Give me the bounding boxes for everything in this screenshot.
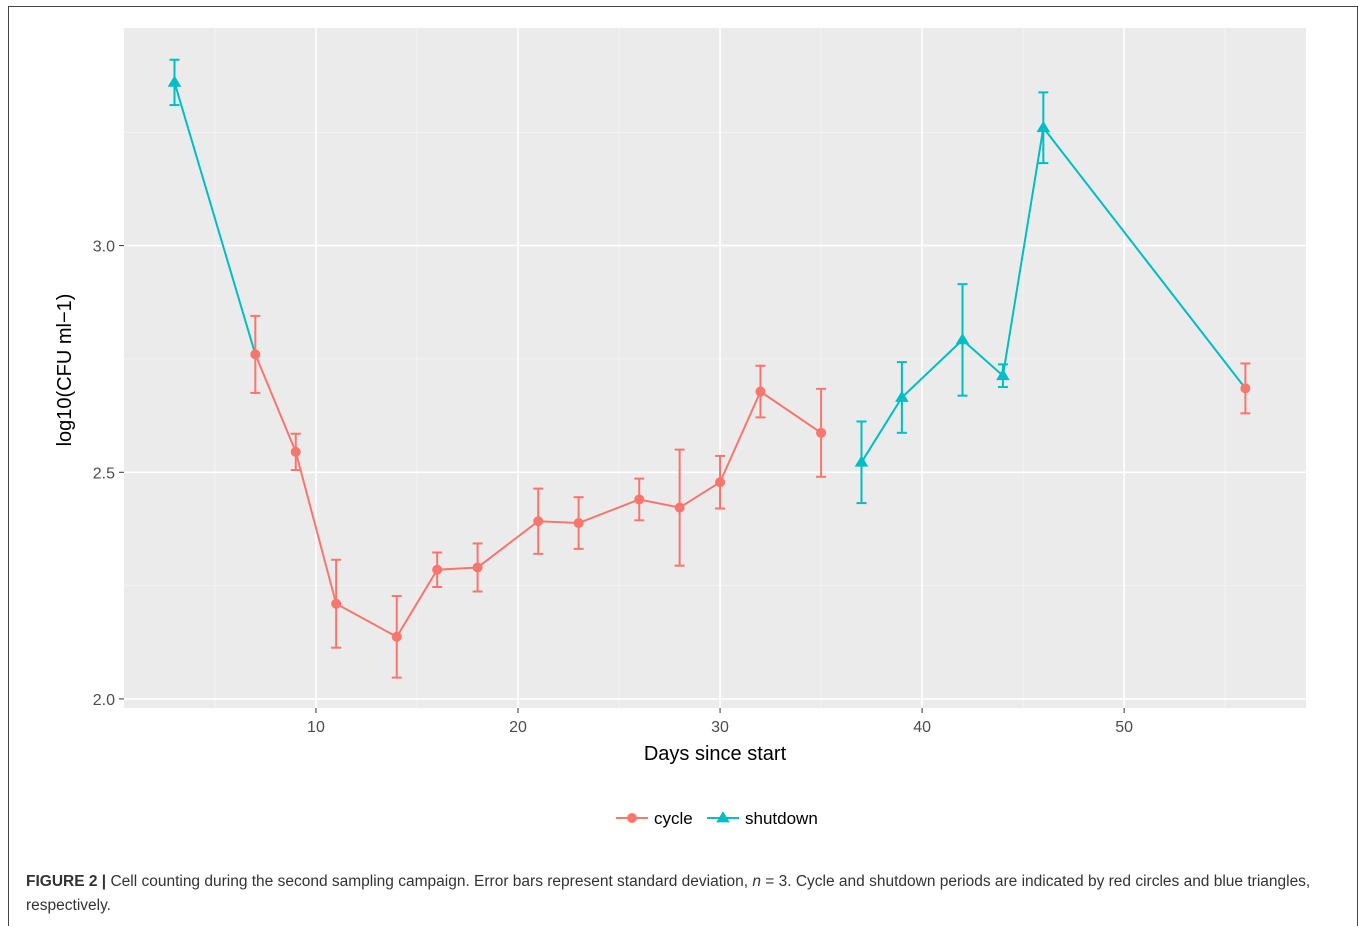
figure-caption: FIGURE 2 | Cell counting during the seco… bbox=[26, 870, 1326, 918]
shutdown-point bbox=[167, 75, 182, 87]
caption-label: FIGURE 2 | bbox=[26, 873, 107, 890]
x-axis: 10 20 30 40 50 bbox=[307, 708, 1133, 736]
cycle-point bbox=[573, 518, 584, 529]
legend: cycle shutdown bbox=[616, 809, 818, 828]
y-tick-label: 3.0 bbox=[93, 239, 115, 256]
y-tick-label: 2.0 bbox=[93, 692, 115, 709]
shutdown-line bbox=[173, 82, 257, 355]
y-axis-label: log10(CFU ml−1) bbox=[54, 294, 76, 447]
minor-gridlines bbox=[124, 28, 1306, 708]
x-tick-label: 10 bbox=[307, 719, 325, 736]
legend-key-cycle-marker bbox=[627, 813, 637, 823]
plot-panel bbox=[124, 28, 1306, 708]
x-axis-label: Days since start bbox=[644, 743, 787, 765]
cycle-point bbox=[755, 386, 766, 397]
cycle-point bbox=[250, 349, 261, 360]
shutdown-line bbox=[860, 125, 1247, 463]
y-tick-label: 2.5 bbox=[93, 465, 115, 482]
legend-label-cycle: cycle bbox=[654, 809, 693, 828]
cycle-point bbox=[533, 516, 544, 527]
x-tick-label: 50 bbox=[1115, 719, 1133, 736]
cycle-point bbox=[331, 598, 342, 609]
shutdown-point bbox=[854, 455, 869, 467]
cycle-point bbox=[1240, 383, 1251, 394]
legend-key-shutdown-marker bbox=[716, 811, 730, 823]
x-tick-label: 40 bbox=[913, 719, 931, 736]
shutdown-point bbox=[996, 368, 1010, 381]
cycle-point bbox=[432, 564, 443, 575]
legend-label-shutdown: shutdown bbox=[745, 809, 818, 828]
major-gridlines bbox=[124, 28, 1306, 708]
x-tick-label: 30 bbox=[711, 719, 729, 736]
shutdown-point bbox=[895, 390, 909, 402]
cycle-point bbox=[472, 562, 483, 573]
cycle-point bbox=[715, 477, 726, 488]
shutdown-point bbox=[1036, 120, 1051, 133]
cycle-point bbox=[634, 494, 645, 505]
caption-text-1: Cell counting during the second sampling… bbox=[106, 873, 753, 890]
cycle-point bbox=[391, 631, 402, 642]
chart: 10 20 30 40 50 2.0 2.5 3.0 Days since start lo… bbox=[54, 28, 1306, 828]
shutdown-point bbox=[955, 332, 970, 345]
cycle-point bbox=[290, 446, 301, 457]
cycle-point bbox=[674, 502, 685, 513]
x-tick-label: 20 bbox=[509, 719, 527, 736]
y-axis: 2.0 2.5 3.0 bbox=[93, 239, 124, 709]
caption-text-2: = 3. Cycle and shutdown periods are indi… bbox=[26, 873, 1311, 914]
cycle-point bbox=[816, 427, 827, 438]
caption-n-symbol: n bbox=[752, 873, 761, 890]
data-markers bbox=[167, 75, 1251, 642]
